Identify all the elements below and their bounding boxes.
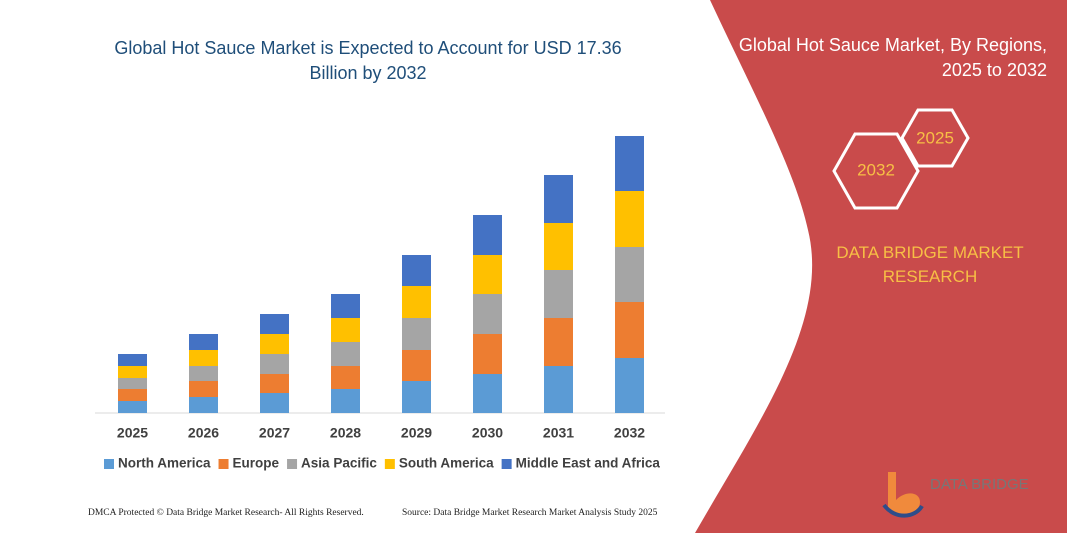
bar-segment [260,374,289,393]
bar-segment [331,366,360,389]
bar-segment [189,366,218,381]
legend-label: South America [399,456,494,471]
legend-label: North America [118,456,211,471]
bar-segment [615,247,644,302]
bar-segment [189,397,218,413]
logo-icon [888,472,920,514]
bar-segment [615,302,644,358]
panel-title: Global Hot Sauce Market, By Regions, 202… [738,35,1047,80]
bar-segment [473,294,502,334]
bar-segment [189,381,218,397]
x-tick-label: 2032 [614,425,645,441]
x-tick-label: 2030 [472,425,503,441]
bar-segment [402,286,431,318]
bar-segment [473,334,502,374]
bar-segment [402,318,431,350]
hex-label: 2025 [916,128,954,147]
bar-segment [402,350,431,381]
bar-segment [260,334,289,354]
bar-segment [331,318,360,342]
chart-title: Global Hot Sauce Market is Expected to A… [114,38,622,83]
bar-segment [402,255,431,286]
bar-segment [260,314,289,334]
bar-segment [331,389,360,413]
bar-segment [402,381,431,413]
x-tick-label: 2026 [188,425,219,441]
x-tick-label: 2029 [401,425,432,441]
bar-segment [331,294,360,318]
legend-swatch [218,459,229,469]
bar-segment [544,175,573,223]
bar-segment [473,374,502,413]
x-tick-label: 2027 [259,425,290,441]
bar-segment [118,378,147,389]
bar-segment [260,393,289,413]
bar-segment [544,318,573,366]
legend-label: Middle East and Africa [516,456,661,471]
bar-segment [260,354,289,374]
bar-segment [544,223,573,270]
bar-segment [615,191,644,247]
logo-icon [882,503,924,518]
bar-segment [473,255,502,294]
brand-text: DATA BRIDGE MARKET RESEARCH [836,243,1024,286]
legend-swatch [501,459,512,469]
x-tick-label: 2028 [330,425,361,441]
hex-label: 2032 [857,160,895,179]
bar-segment [544,270,573,318]
legend-label: Europe [233,456,280,471]
bar-segment [473,215,502,255]
legend-swatch [384,459,395,469]
bar-segment [544,366,573,413]
legend-swatch [104,459,114,469]
legend-swatch [287,459,298,469]
bar-segment [118,401,147,413]
bar-segment [331,342,360,366]
footer-text: DMCA Protected © Data Bridge Market Rese… [88,508,364,518]
hexagon [832,132,920,210]
legend-label: Asia Pacific [301,456,377,471]
footer-text: Source: Data Bridge Market Research Mark… [402,508,658,518]
bar-segment [189,334,218,350]
x-tick-label: 2025 [117,425,148,441]
bar-segment [118,354,147,366]
side-panel [695,0,1067,533]
logo-text: DATA BRIDGE [930,476,1029,493]
bar-segment [615,136,644,191]
bar-segment [615,358,644,413]
x-tick-label: 2031 [543,425,574,441]
bar-segment [118,389,147,401]
bar-segment [189,350,218,366]
bar-segment [118,366,147,378]
hexagon [900,108,970,168]
